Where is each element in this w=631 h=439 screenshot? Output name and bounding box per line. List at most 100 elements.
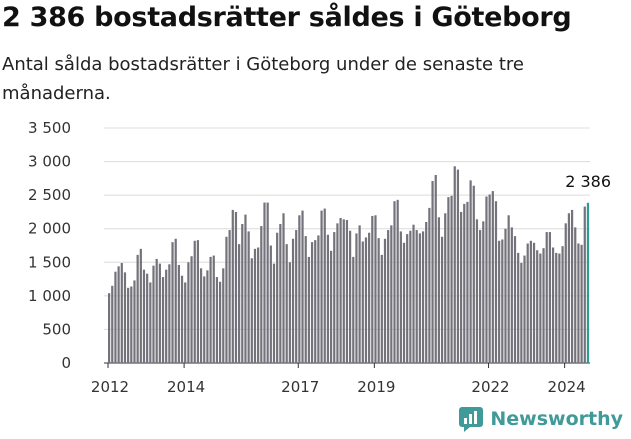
bar [171, 242, 174, 363]
bar [494, 201, 498, 363]
bar [307, 256, 310, 363]
y-tick-label: 2 500 [28, 186, 71, 204]
bar [529, 240, 532, 363]
bar [358, 225, 361, 363]
bar [564, 223, 567, 363]
bar [539, 253, 542, 363]
bar [193, 240, 196, 363]
bar [555, 252, 558, 363]
bar [421, 231, 425, 363]
bar [174, 238, 177, 363]
newsworthy-logo-icon [459, 407, 484, 432]
bar [206, 270, 209, 363]
bar [244, 214, 247, 363]
bar [142, 269, 146, 363]
bar [510, 227, 513, 363]
bar [177, 264, 180, 363]
bar [139, 248, 142, 363]
bar [184, 282, 187, 363]
y-tick-label: 1 000 [28, 287, 71, 305]
bar [228, 230, 231, 363]
bar [133, 280, 136, 363]
bar [241, 224, 244, 363]
bar [165, 269, 168, 363]
bar [257, 247, 260, 363]
bar [415, 230, 418, 363]
bar [377, 238, 380, 363]
bar [456, 169, 460, 363]
brand-name: Newsworthy [490, 408, 623, 430]
bar [263, 202, 266, 363]
y-tick-label: 1 500 [28, 253, 71, 271]
bar [431, 181, 434, 363]
bar [279, 224, 282, 363]
bar [577, 243, 580, 363]
bar [238, 244, 241, 363]
bar [272, 263, 276, 363]
bar [333, 232, 336, 363]
brand-logo: Newsworthy [458, 406, 623, 432]
y-tick-label: 0 [61, 354, 71, 372]
bar [203, 276, 206, 363]
bar [155, 258, 158, 363]
bar [168, 264, 171, 363]
bar [517, 252, 520, 363]
x-tick-label: 2022 [471, 378, 509, 396]
bar [218, 281, 222, 363]
bar [222, 268, 225, 363]
bar [542, 248, 545, 363]
bar [329, 250, 333, 363]
bar-highlight [586, 202, 590, 363]
bar [108, 293, 111, 363]
last-value-annotation: 2 386 [565, 172, 611, 191]
bar [295, 230, 298, 363]
bar [437, 217, 441, 363]
bar [317, 235, 320, 363]
bar [187, 262, 190, 363]
bar [390, 225, 393, 363]
bar [212, 255, 215, 363]
bar [291, 238, 295, 363]
x-tick-label: 2012 [91, 378, 129, 396]
bar [266, 202, 269, 363]
bar [447, 197, 450, 363]
bar [523, 255, 526, 363]
bar [136, 254, 139, 363]
x-tick-label: 2019 [357, 378, 395, 396]
chart-title: 2 386 bostadsrätter såldes i Göteborg [2, 2, 572, 33]
bar [380, 254, 383, 363]
bar [453, 166, 456, 363]
bar [450, 195, 453, 363]
bar [364, 237, 368, 363]
bar [570, 209, 574, 363]
bar [463, 203, 466, 363]
x-tick-label: 2017 [281, 378, 319, 396]
bar [580, 244, 583, 363]
bar [161, 277, 165, 363]
bar [501, 239, 504, 363]
x-tick-label: 2024 [548, 378, 586, 396]
bar [146, 273, 149, 363]
bar [551, 247, 555, 363]
bar [209, 256, 212, 363]
bar [320, 210, 323, 363]
bar [301, 210, 304, 363]
bar [520, 262, 523, 363]
bar [558, 253, 561, 363]
bar [406, 234, 409, 363]
bar [127, 287, 130, 363]
y-tick-label: 3 000 [28, 153, 71, 171]
bar [526, 243, 529, 363]
bar [231, 209, 234, 363]
y-axis: 0 500 1 000 1 500 2 000 2 500 3 000 3 500 [28, 119, 71, 372]
bar [247, 231, 250, 363]
chart-subtitle: Antal sålda bostadsrätter i Göteborg und… [2, 54, 524, 104]
y-tick-label: 3 500 [28, 119, 71, 137]
bar [285, 244, 288, 363]
bar [342, 219, 345, 363]
bar [513, 236, 517, 363]
y-tick-label: 500 [42, 320, 71, 338]
bar [418, 233, 421, 363]
bar [234, 211, 238, 363]
bar [339, 217, 342, 363]
